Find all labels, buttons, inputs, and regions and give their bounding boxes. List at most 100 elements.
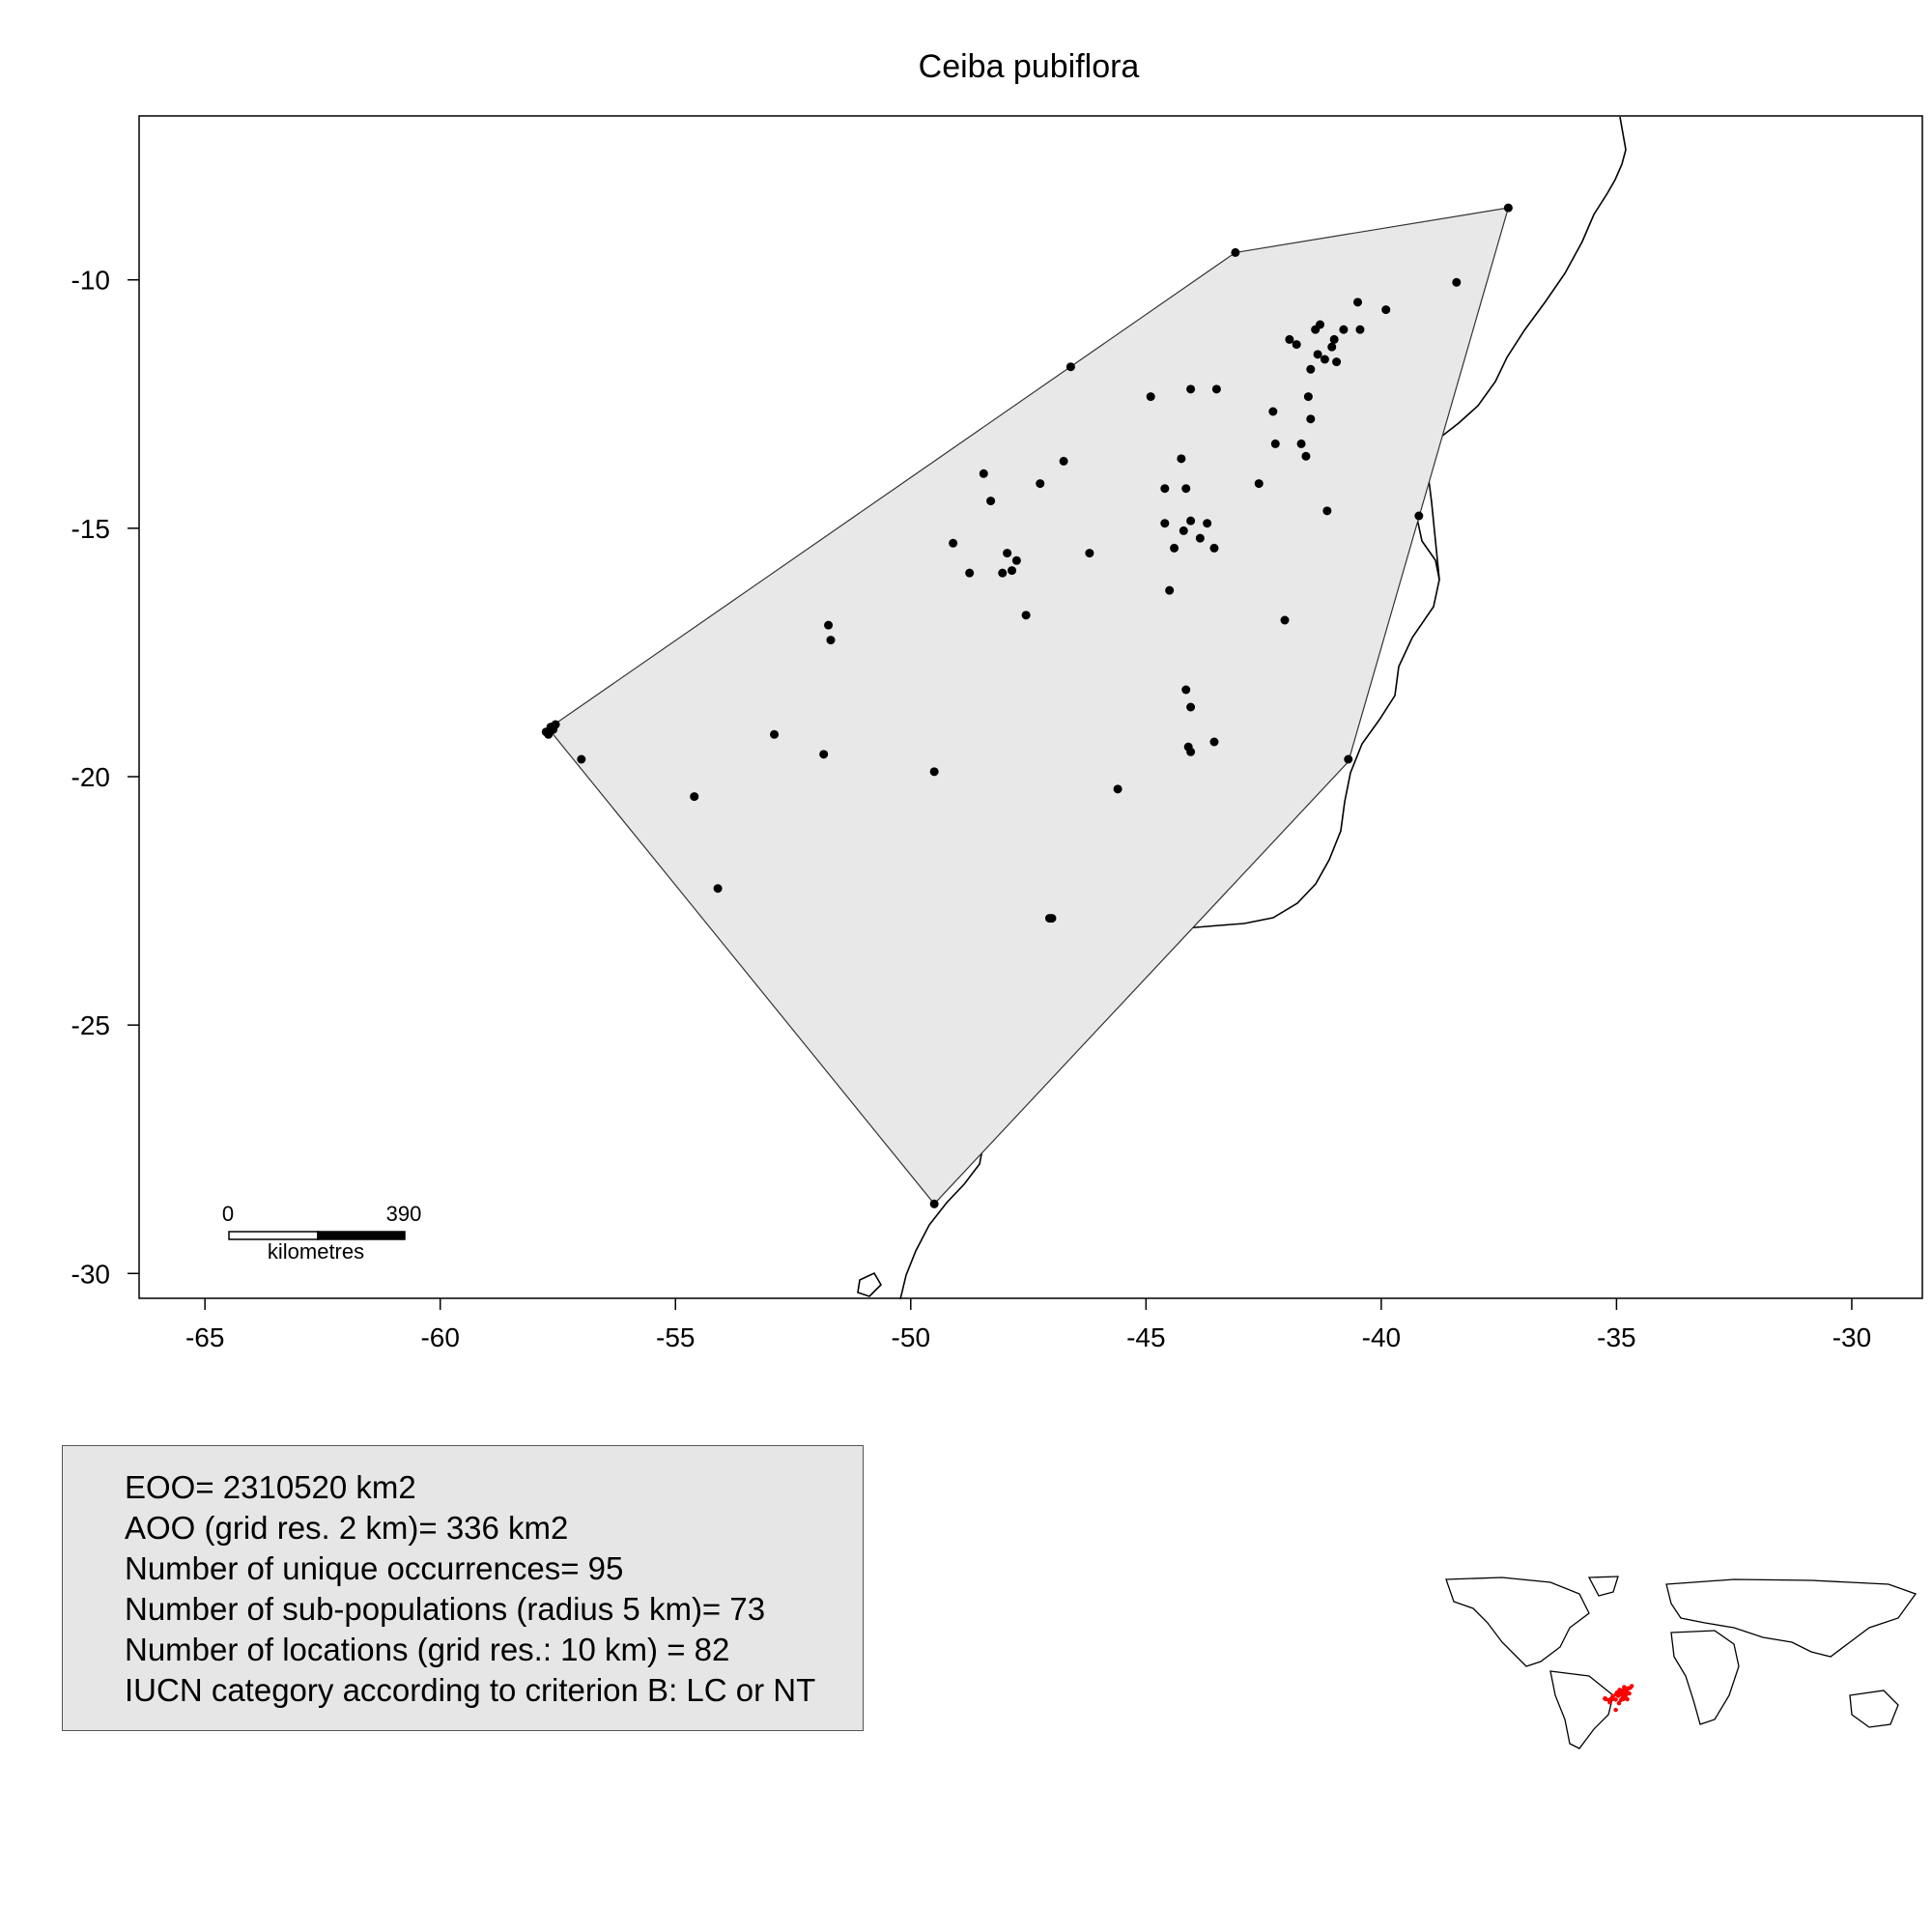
island-south — [857, 1271, 883, 1297]
world-inset-map — [1445, 1576, 1918, 1749]
occurrence-point — [1327, 342, 1337, 352]
occurrence-point — [1160, 519, 1170, 528]
occurrence-point — [1186, 384, 1196, 394]
occurrence-point — [1186, 702, 1196, 712]
y-tick-label: -15 — [71, 514, 110, 544]
inset-occurrence-point — [1607, 1700, 1612, 1705]
occurrence-point — [1160, 484, 1170, 494]
occurrence-point — [577, 754, 586, 764]
inset-australia — [1849, 1690, 1899, 1728]
occurrence-point — [979, 469, 988, 478]
occurrence-point — [1503, 203, 1513, 213]
stats-panel: EOO= 2310520 km2 AOO (grid res. 2 km)= 3… — [62, 1445, 864, 1731]
stat-iucn: IUCN category according to criterion B: … — [125, 1672, 816, 1708]
occurrence-point — [1344, 754, 1353, 764]
occurrence-point — [1181, 685, 1191, 695]
occurrence-point — [1211, 384, 1221, 394]
occurrence-point — [929, 767, 939, 777]
occurrence-point — [690, 792, 699, 802]
occurrence-point — [1113, 784, 1122, 794]
occurrence-point — [541, 727, 551, 737]
inset-occurrence-point — [1616, 1700, 1622, 1706]
occurrence-point — [1339, 325, 1349, 334]
occurrence-point — [1303, 392, 1313, 402]
occurrence-point — [1231, 247, 1240, 257]
y-tick-label: -10 — [71, 266, 110, 296]
occurrence-point — [1329, 334, 1339, 344]
eoo-hull-polygon — [552, 207, 1510, 1206]
scale-bar: 0 390 kilometres — [222, 1202, 421, 1264]
occurrence-point — [1353, 298, 1363, 307]
occurrence-point — [1414, 511, 1424, 521]
x-tick-label: -60 — [420, 1322, 459, 1352]
inset-occurrence-point — [1610, 1696, 1615, 1702]
stat-eoo: EOO= 2310520 km2 — [125, 1469, 416, 1505]
inset-eurasia — [1665, 1578, 1918, 1658]
inset-north-america — [1445, 1577, 1590, 1667]
occurrence-point — [1085, 549, 1094, 558]
occurrence-point — [1296, 439, 1306, 448]
stat-locations: Number of locations (grid res.: 10 km) =… — [125, 1632, 730, 1667]
occurrence-point — [1165, 585, 1175, 595]
inset-south-america — [1549, 1670, 1614, 1749]
occurrence-point — [1306, 414, 1316, 424]
occurrence-point — [1179, 526, 1188, 535]
occurrence-point — [713, 884, 723, 894]
inset-greenland — [1587, 1576, 1619, 1597]
occurrence-point — [1313, 350, 1322, 359]
occurrence-point — [1195, 533, 1205, 543]
inset-africa — [1670, 1630, 1740, 1725]
inset-occurrence-point — [1613, 1707, 1618, 1713]
occurrence-point — [1146, 392, 1155, 402]
x-tick-label: -35 — [1597, 1322, 1635, 1352]
occurrence-point — [770, 729, 780, 739]
scale-start-label: 0 — [222, 1202, 234, 1226]
occurrence-point — [1186, 747, 1196, 756]
occurrence-point — [1003, 549, 1012, 558]
occurrence-point — [949, 538, 958, 548]
scale-end-label: 390 — [386, 1202, 422, 1226]
occurrence-point — [1381, 305, 1391, 315]
inset-occurrence-point — [1625, 1696, 1630, 1702]
occurrence-point — [1186, 516, 1196, 526]
occurrence-point — [1036, 479, 1045, 489]
occurrence-point — [1059, 456, 1068, 466]
scale-unit-label: kilometres — [268, 1239, 364, 1264]
occurrence-point — [1452, 277, 1462, 287]
occurrence-point — [1181, 484, 1191, 494]
occurrence-point — [1254, 479, 1264, 489]
occurrence-point — [929, 1199, 939, 1208]
inset-occurrence-point — [1616, 1693, 1621, 1698]
stat-aoo: AOO (grid res. 2 km)= 336 km2 — [125, 1510, 569, 1546]
inset-occurrence-point — [1627, 1690, 1632, 1696]
y-tick-label: -20 — [71, 762, 110, 792]
occurrence-point — [1209, 543, 1219, 553]
occurrence-point — [1203, 519, 1212, 528]
occurrence-point — [824, 620, 834, 630]
occurrence-point — [1170, 543, 1179, 553]
occurrence-point — [1021, 611, 1031, 620]
x-tick-label: -50 — [892, 1322, 930, 1352]
occurrence-point — [1355, 325, 1365, 334]
y-tick-label: -25 — [71, 1010, 110, 1040]
occurrence-point — [1011, 555, 1021, 565]
plot-frame — [138, 115, 1923, 1299]
occurrence-point — [1301, 451, 1311, 461]
occurrence-point — [819, 750, 829, 759]
occurrence-point — [1311, 325, 1321, 334]
stat-unique-occurrences: Number of unique occurrences= 95 — [125, 1550, 624, 1586]
occurrence-point — [1285, 334, 1294, 344]
x-tick-label: -65 — [185, 1322, 224, 1352]
x-tick-label: -45 — [1126, 1322, 1165, 1352]
occurrence-point — [1047, 914, 1057, 923]
inset-occurrence-point — [1613, 1697, 1618, 1702]
occurrence-point — [1322, 506, 1332, 516]
occurrence-point — [1306, 364, 1316, 374]
y-tick-label: -30 — [71, 1259, 110, 1289]
occurrence-point — [1209, 737, 1219, 747]
occurrence-point — [1177, 454, 1186, 464]
occurrence-point — [1280, 615, 1290, 625]
occurrence-point — [965, 568, 975, 578]
occurrence-point — [1320, 355, 1329, 364]
